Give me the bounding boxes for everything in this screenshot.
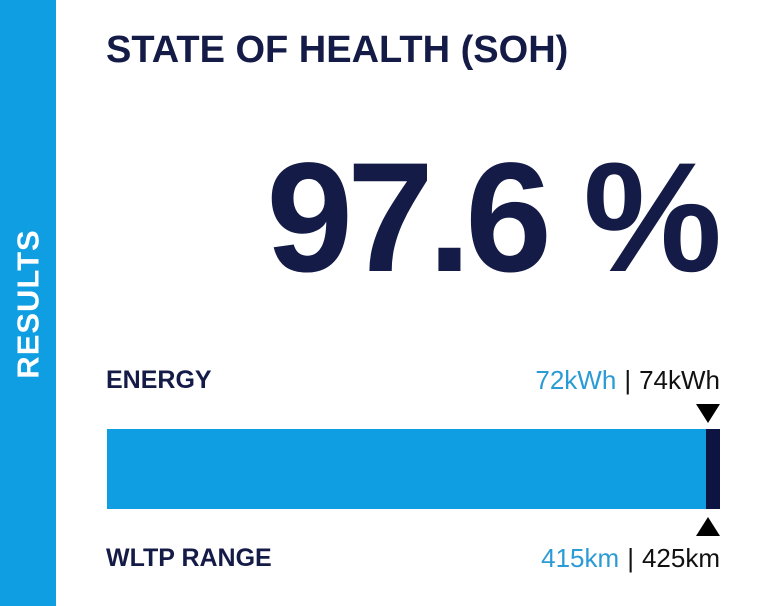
energy-total: 74kWh [639, 365, 720, 395]
energy-values: 72kWh | 74kWh [535, 365, 720, 395]
range-current: 415km [541, 543, 620, 573]
soh-value: 97.6 % [266, 131, 722, 305]
energy-separator: | [624, 365, 632, 395]
page-title: STATE OF HEALTH (SOH) [106, 29, 569, 71]
range-separator: | [627, 543, 634, 573]
energy-current: 72kWh [535, 365, 617, 395]
soh-bar-end-marker [706, 429, 720, 509]
triangle-down-icon [696, 404, 720, 423]
wltp-range-label: WLTP RANGE [106, 544, 272, 572]
soh-bar-fill [107, 429, 706, 509]
energy-label: ENERGY [106, 366, 212, 394]
soh-bar [107, 429, 721, 509]
triangle-up-icon [696, 517, 720, 536]
range-total: 425km [641, 543, 720, 573]
wltp-range-values: 415km | 425km [541, 543, 720, 573]
results-sidebar: RESULTS [0, 0, 56, 606]
sidebar-label: RESULTS [10, 229, 46, 379]
